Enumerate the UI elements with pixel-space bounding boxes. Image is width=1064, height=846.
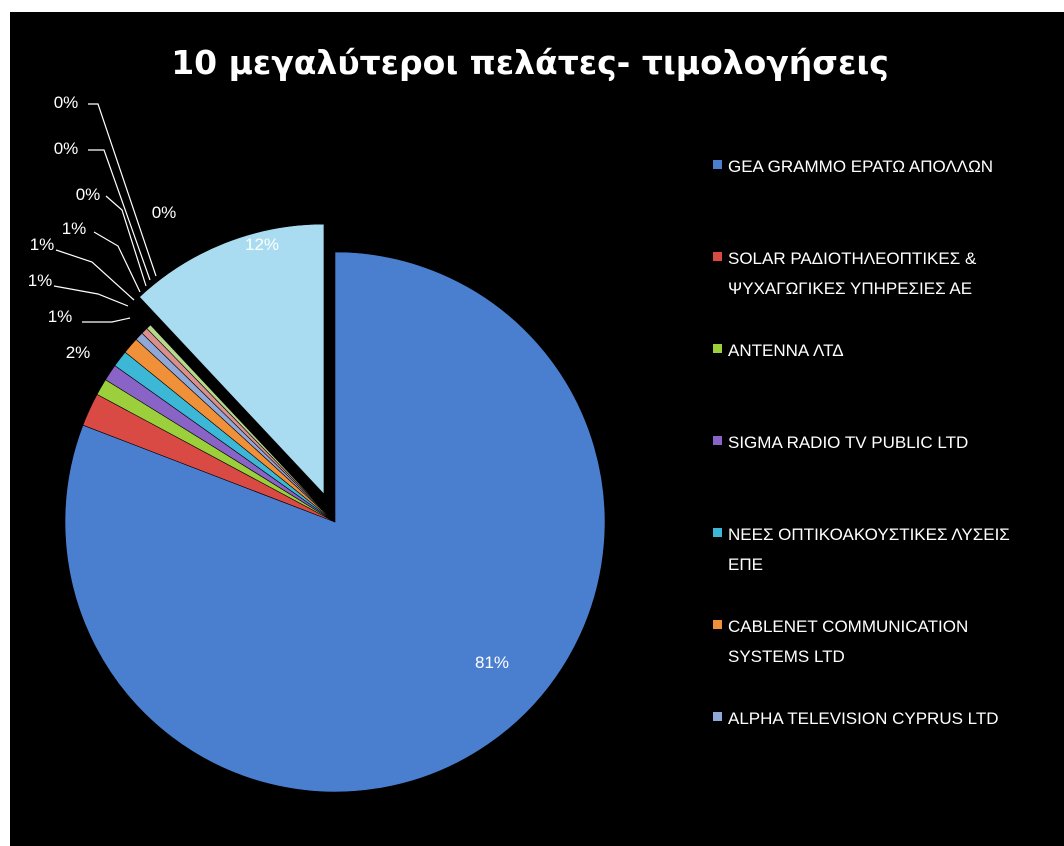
- slice-label: 0%: [54, 139, 79, 158]
- pie-slices: [64, 223, 606, 793]
- slice-label: 1%: [48, 307, 73, 326]
- leader-line: [55, 249, 135, 301]
- slice-label: 0%: [152, 203, 177, 222]
- legend-entry: CABLENET COMMUNICATION: [728, 617, 968, 636]
- legend-entry: ΕΠΕ: [728, 555, 763, 574]
- slice-label: 12%: [245, 235, 279, 254]
- leader-line: [53, 285, 129, 307]
- leader-line: [105, 195, 147, 287]
- slice-label: 1%: [30, 235, 55, 254]
- legend-swatch: [713, 436, 722, 445]
- leader-line: [93, 231, 141, 293]
- leader-line: [88, 103, 157, 277]
- legend: GEA GRAMMO ΕΡΑΤΩ ΑΠΟΛΛΩΝ SOLAR ΡΑΔΙΟΤΗΛΕΟ…: [713, 157, 1010, 728]
- legend-entry: ANTENNA ΛΤΔ: [728, 341, 844, 360]
- pie-slice: [146, 324, 336, 523]
- leader-line: [88, 149, 151, 281]
- legend-swatch: [713, 160, 722, 169]
- leader-lines: [53, 103, 157, 323]
- slice-label: 0%: [76, 185, 101, 204]
- slice-label: 2%: [66, 343, 91, 362]
- slice-label: 1%: [28, 271, 53, 290]
- legend-swatch: [713, 528, 722, 537]
- pie-slice: [139, 223, 325, 495]
- slice-label: 1%: [62, 219, 87, 238]
- leader-line: [82, 317, 131, 323]
- legend-swatch: [713, 712, 722, 721]
- legend-entry: SIGMA RADIO TV PUBLIC LTD: [728, 433, 968, 452]
- legend-swatch: [713, 344, 722, 353]
- legend-swatch: [713, 620, 722, 629]
- legend-entry: ΝΕΕΣ ΟΠΤΙΚΟΑΚΟΥΣΤΙΚΕΣ ΛΥΣΕΙΣ: [728, 525, 1010, 544]
- legend-entry: ΨΥΧΑΓΩΓΙΚΕΣ ΥΠΗΡΕΣΙΕΣ ΑΕ: [728, 279, 972, 298]
- legend-entry: GEA GRAMMO ΕΡΑΤΩ ΑΠΟΛΛΩΝ: [728, 157, 993, 176]
- slice-labels: 81% 2% 1% 1% 1% 1% 0% 0% 0% 12% 0%: [28, 93, 509, 672]
- slice-label: 0%: [54, 93, 79, 112]
- legend-entry: SYSTEMS LTD: [728, 647, 845, 666]
- legend-swatch: [713, 252, 722, 261]
- chart-title: 10 μεγαλύτεροι πελάτες- τιμολογήσεις: [171, 43, 889, 82]
- legend-entry: SOLAR ΡΑΔΙΟΤΗΛΕΟΠΤΙΚΕΣ &: [728, 249, 977, 268]
- legend-entry: ALPHA TELEVISION CYPRUS LTD: [728, 709, 999, 728]
- slice-label: 81%: [475, 653, 509, 672]
